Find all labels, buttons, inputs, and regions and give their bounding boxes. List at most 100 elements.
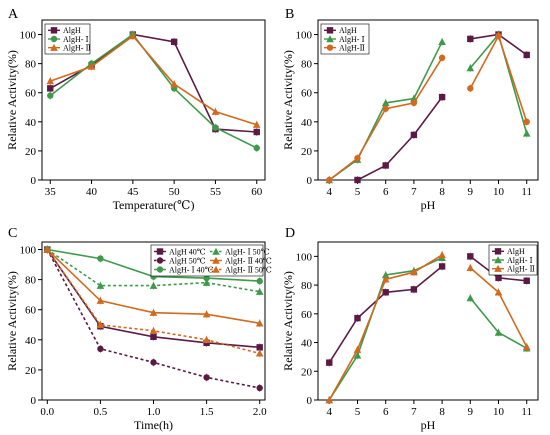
legend-marker <box>156 248 164 255</box>
data-point <box>467 85 474 92</box>
data-point <box>495 32 502 40</box>
x-tick-label: 10 <box>493 406 505 418</box>
legend-entry: AlgH- Ⅰ <box>63 35 89 44</box>
y-tick-label: 40 <box>301 117 313 129</box>
data-point <box>87 62 96 70</box>
data-point <box>382 162 389 169</box>
x-axis-label: Temperature(℃) <box>113 198 195 212</box>
data-point <box>523 51 530 59</box>
x-tick-label: 11 <box>521 406 532 418</box>
y-tick-label: 100 <box>296 251 313 263</box>
plot-frame <box>317 241 539 401</box>
data-point <box>438 38 446 46</box>
legend-marker <box>494 264 502 272</box>
data-point <box>354 154 361 162</box>
panel-letter: C <box>8 226 17 241</box>
data-point <box>256 344 263 351</box>
data-point <box>382 289 389 296</box>
legend-marker <box>212 256 220 264</box>
data-point <box>522 129 531 137</box>
legend-entry: AlgH- Ⅰ 50℃ <box>225 247 270 256</box>
data-point <box>149 281 158 289</box>
data-point <box>47 85 54 92</box>
y-tick-label: 60 <box>25 305 37 317</box>
data-point <box>255 319 264 327</box>
x-tick-label: 11 <box>521 186 532 198</box>
y-tick-label: 60 <box>301 309 313 321</box>
x-tick-label: 10 <box>493 186 505 198</box>
data-point <box>466 64 475 72</box>
data-point <box>170 80 178 88</box>
data-point <box>410 131 418 139</box>
data-point <box>326 176 333 184</box>
legend-marker <box>50 35 58 43</box>
x-tick-label: 1.0 <box>147 406 161 418</box>
data-point <box>43 245 52 253</box>
data-point <box>253 144 260 152</box>
data-point <box>410 268 418 276</box>
data-point <box>203 274 210 282</box>
data-point <box>410 99 418 107</box>
data-point <box>466 264 475 272</box>
data-point <box>410 286 418 293</box>
x-tick-label: 7 <box>411 186 417 198</box>
x-tick-label: 5 <box>355 186 361 198</box>
y-tick-label: 80 <box>25 275 37 287</box>
y-tick-label: 20 <box>301 146 313 158</box>
data-point <box>149 308 158 316</box>
data-point <box>256 384 263 392</box>
data-point <box>326 359 333 366</box>
plot-frame <box>317 19 539 181</box>
y-tick-label: 60 <box>25 88 37 100</box>
x-tick-label: 7 <box>411 406 417 418</box>
legend-entry: AlgH- Ⅱ 50℃ <box>225 265 272 274</box>
legend-entry: AlgH- Ⅰ <box>507 256 533 265</box>
data-point <box>353 351 362 359</box>
y-tick-label: 80 <box>301 59 313 71</box>
x-tick-label: 35 <box>45 186 57 198</box>
data-point <box>495 274 502 282</box>
y-tick-label: 100 <box>20 30 37 42</box>
y-tick-label: 100 <box>20 245 37 257</box>
y-tick-label: 20 <box>25 146 37 158</box>
data-point <box>170 38 178 46</box>
y-axis-label: Relative Activity(%) <box>281 50 295 150</box>
x-tick-label: 55 <box>210 186 222 198</box>
data-point <box>150 359 157 366</box>
x-tick-label: 40 <box>86 186 98 198</box>
data-point <box>203 374 210 381</box>
x-axis-label: pH <box>421 418 436 432</box>
y-tick-label: 40 <box>25 335 37 347</box>
data-point <box>96 296 105 304</box>
series-2 <box>326 32 530 184</box>
data-point <box>381 99 390 107</box>
data-point <box>97 255 104 262</box>
data-point <box>381 275 390 283</box>
data-point <box>202 336 211 344</box>
data-point <box>438 93 446 101</box>
x-tick-label: 6 <box>383 406 389 418</box>
legend-box <box>150 244 264 277</box>
x-axis-label: pH <box>421 198 436 212</box>
data-point <box>523 277 530 284</box>
y-tick-label: 0 <box>307 175 313 187</box>
y-tick-label: 60 <box>301 88 313 100</box>
legend-marker <box>50 27 58 34</box>
data-point <box>96 320 105 328</box>
panel-letter: B <box>285 7 294 22</box>
data-point <box>47 92 54 99</box>
data-point <box>353 345 362 353</box>
x-tick-label: 50 <box>169 186 181 198</box>
legend-marker <box>212 265 220 273</box>
y-tick-label: 20 <box>301 366 313 378</box>
series-line <box>357 96 443 181</box>
x-tick-label: 60 <box>251 186 263 198</box>
data-point <box>523 118 530 126</box>
data-point <box>252 120 261 128</box>
data-point <box>382 105 389 112</box>
series-5 <box>43 245 264 358</box>
x-tick-label: 8 <box>439 406 445 418</box>
data-point <box>255 349 264 357</box>
